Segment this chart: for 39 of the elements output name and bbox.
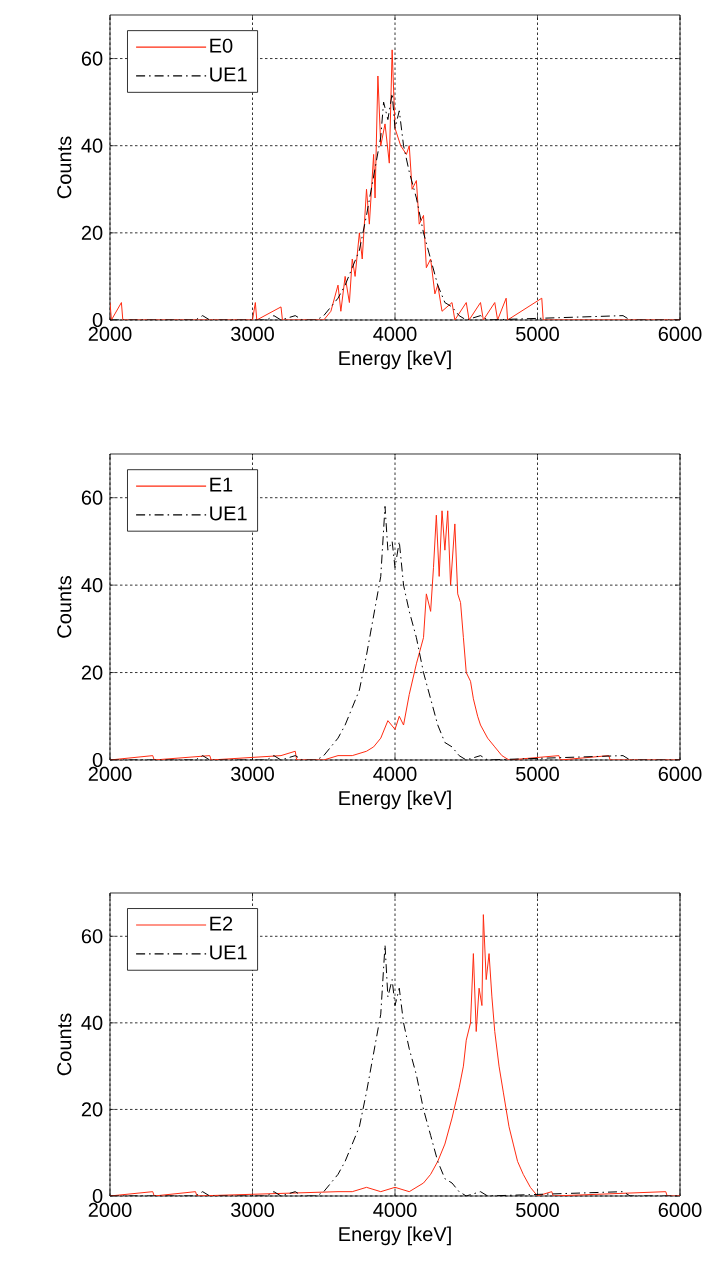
y-tick-label: 0 — [92, 1188, 103, 1204]
x-tick-label: 6000 — [658, 326, 702, 342]
x-tick-label: 2000 — [88, 766, 132, 782]
y-tick-label: 40 — [81, 138, 103, 153]
y-tick-label: 0 — [92, 752, 103, 768]
x-tick-label: 3000 — [231, 1202, 275, 1218]
legend-label: E1 — [210, 477, 233, 492]
y-tick-label: 20 — [81, 225, 103, 240]
legend-label: UE1 — [210, 67, 247, 82]
y-tick-label: 60 — [81, 490, 103, 505]
x-tick-label: 5000 — [516, 1202, 560, 1218]
x-tick-label: 3000 — [231, 326, 275, 342]
y-axis-title: Counts — [57, 576, 72, 638]
x-tick-label: 2000 — [88, 1202, 132, 1218]
x-tick-label: 6000 — [658, 766, 702, 782]
x-axis-title: Energy [keV] — [339, 1226, 451, 1246]
y-tick-label: 0 — [92, 312, 103, 328]
x-tick-label: 4000 — [373, 1202, 417, 1218]
y-tick-label: 20 — [81, 665, 103, 680]
y-tick-label: 20 — [81, 1102, 103, 1117]
x-tick-label: 4000 — [373, 326, 417, 342]
y-axis-title: Counts — [57, 136, 72, 199]
x-tick-label: 5000 — [516, 326, 560, 342]
legend-label: UE1 — [210, 506, 247, 521]
x-axis-title: Energy [keV] — [339, 790, 451, 810]
legend-label: UE1 — [210, 945, 247, 960]
x-axis-title: Energy [keV] — [339, 350, 451, 370]
x-tick-label: 3000 — [231, 766, 275, 782]
x-tick-label: 5000 — [516, 766, 560, 782]
y-tick-label: 40 — [81, 578, 103, 593]
x-tick-label: 4000 — [373, 766, 417, 782]
x-tick-label: 2000 — [88, 326, 132, 342]
x-tick-label: 6000 — [658, 1202, 702, 1218]
y-tick-label: 40 — [81, 1015, 103, 1030]
y-tick-label: 60 — [81, 51, 103, 66]
y-axis-title: Counts — [57, 1013, 72, 1076]
legend-label: E0 — [210, 38, 233, 53]
legend-label: E2 — [210, 916, 233, 931]
y-tick-label: 60 — [81, 929, 103, 944]
